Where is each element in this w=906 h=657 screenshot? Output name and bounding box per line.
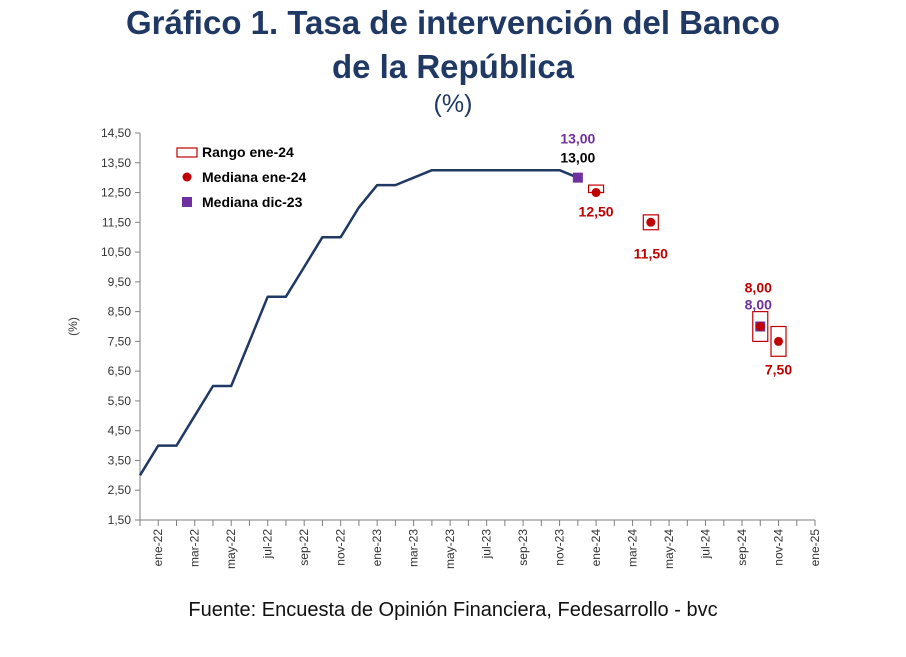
data-label-mediana-ene24: 11,50 [634, 245, 668, 261]
x-tick-label: jul-23 [480, 529, 494, 560]
rango-ene24-box [642, 214, 659, 231]
y-tick-label: 10,50 [101, 245, 131, 259]
data-label-mediana-ene24: 12,50 [579, 204, 614, 220]
data-label-ultimo-valor: 13,00 [560, 150, 595, 166]
legend-rango-swatch [176, 147, 198, 158]
data-label-mediana-dic23: 13,00 [560, 131, 595, 147]
y-tick-label: 2,50 [108, 483, 132, 497]
chart-legend: Rango ene-24 Mediana ene-24 Mediana dic-23 [176, 144, 306, 210]
y-tick-label: 7,50 [108, 334, 132, 348]
y-tick-label: 5,50 [108, 394, 132, 408]
y-tick-label: 12,50 [101, 186, 131, 200]
rango-ene24-box [770, 325, 787, 357]
chart-source-note: Fuente: Encuesta de Opinión Financiera, … [188, 599, 718, 621]
x-tick-label: jul-22 [261, 529, 275, 560]
y-tick-label: 9,50 [108, 275, 132, 289]
x-tick-label: sep-22 [297, 529, 311, 566]
y-tick-label: 11,50 [102, 215, 131, 229]
y-tick-label: 14,50 [101, 126, 131, 140]
x-tick-label: mar-22 [188, 529, 202, 567]
y-tick-label: 13,50 [101, 156, 131, 170]
x-tick-label: ene-25 [808, 529, 822, 567]
y-tick-label: 1,50 [108, 513, 132, 527]
mediana-ene24-marker [755, 322, 765, 331]
y-axis-label: (%) [66, 317, 80, 336]
data-label-mediana-dic23: 8,00 [745, 297, 772, 313]
mediana-ene24-marker [591, 188, 601, 198]
mediana-dic23-marker [572, 172, 583, 183]
mediana-ene24-marker [646, 217, 656, 227]
x-tick-label: mar-23 [407, 529, 421, 567]
x-tick-label: ene-22 [151, 529, 165, 567]
legend-label: Rango ene-24 [202, 144, 294, 160]
x-tick-label: may-24 [662, 529, 676, 569]
x-tick-label: jul-24 [699, 529, 713, 560]
x-tick-label: nov-23 [553, 529, 567, 566]
legend-label: Mediana ene-24 [202, 169, 306, 185]
x-tick-label: may-23 [443, 529, 457, 569]
tasa-intervencion-line [138, 168, 579, 476]
data-label-mediana-ene24: 8,00 [745, 280, 772, 296]
chart-subtitle: (%) [433, 90, 473, 118]
y-tick-label: 3,50 [108, 453, 132, 467]
y-tick-label: 8,50 [108, 305, 132, 319]
x-tick-label: nov-22 [334, 529, 348, 566]
legend-mediana-dic23-swatch [182, 197, 192, 207]
chart-axes: 1,50 2,50 3,50 4,50 5,50 6,50 7,50 8,50 9,50 10,5… [66, 126, 822, 569]
x-tick-label: nov-24 [772, 529, 786, 566]
x-tick-label: ene-23 [370, 529, 384, 567]
x-tick-label: ene-24 [589, 529, 603, 567]
x-tick-label: mar-24 [626, 529, 640, 567]
mediana-ene24-marker [774, 336, 784, 346]
data-label-mediana-ene24: 7,50 [765, 361, 792, 377]
y-tick-label: 6,50 [108, 364, 132, 378]
x-tick-label: sep-24 [735, 529, 749, 566]
x-tick-label: may-22 [224, 529, 238, 569]
legend-label: Mediana dic-23 [202, 194, 303, 210]
chart-canvas: 1,50 2,50 3,50 4,50 5,50 6,50 7,50 8,50 9,50 10,5… [66, 126, 822, 569]
y-tick-label: 4,50 [108, 424, 132, 438]
chart-marks: 13,00 13,00 8,00 12,50 11,50 8,00 7,50 [138, 131, 792, 476]
legend-mediana-ene24-swatch [182, 172, 192, 182]
x-tick-label: sep-23 [516, 529, 530, 566]
rango-ene24-box [752, 311, 769, 342]
chart-title-line-1: Gráfico 1. Tasa de intervención del Banc… [125, 4, 781, 41]
chart-title-line-2: de la República [331, 48, 575, 85]
